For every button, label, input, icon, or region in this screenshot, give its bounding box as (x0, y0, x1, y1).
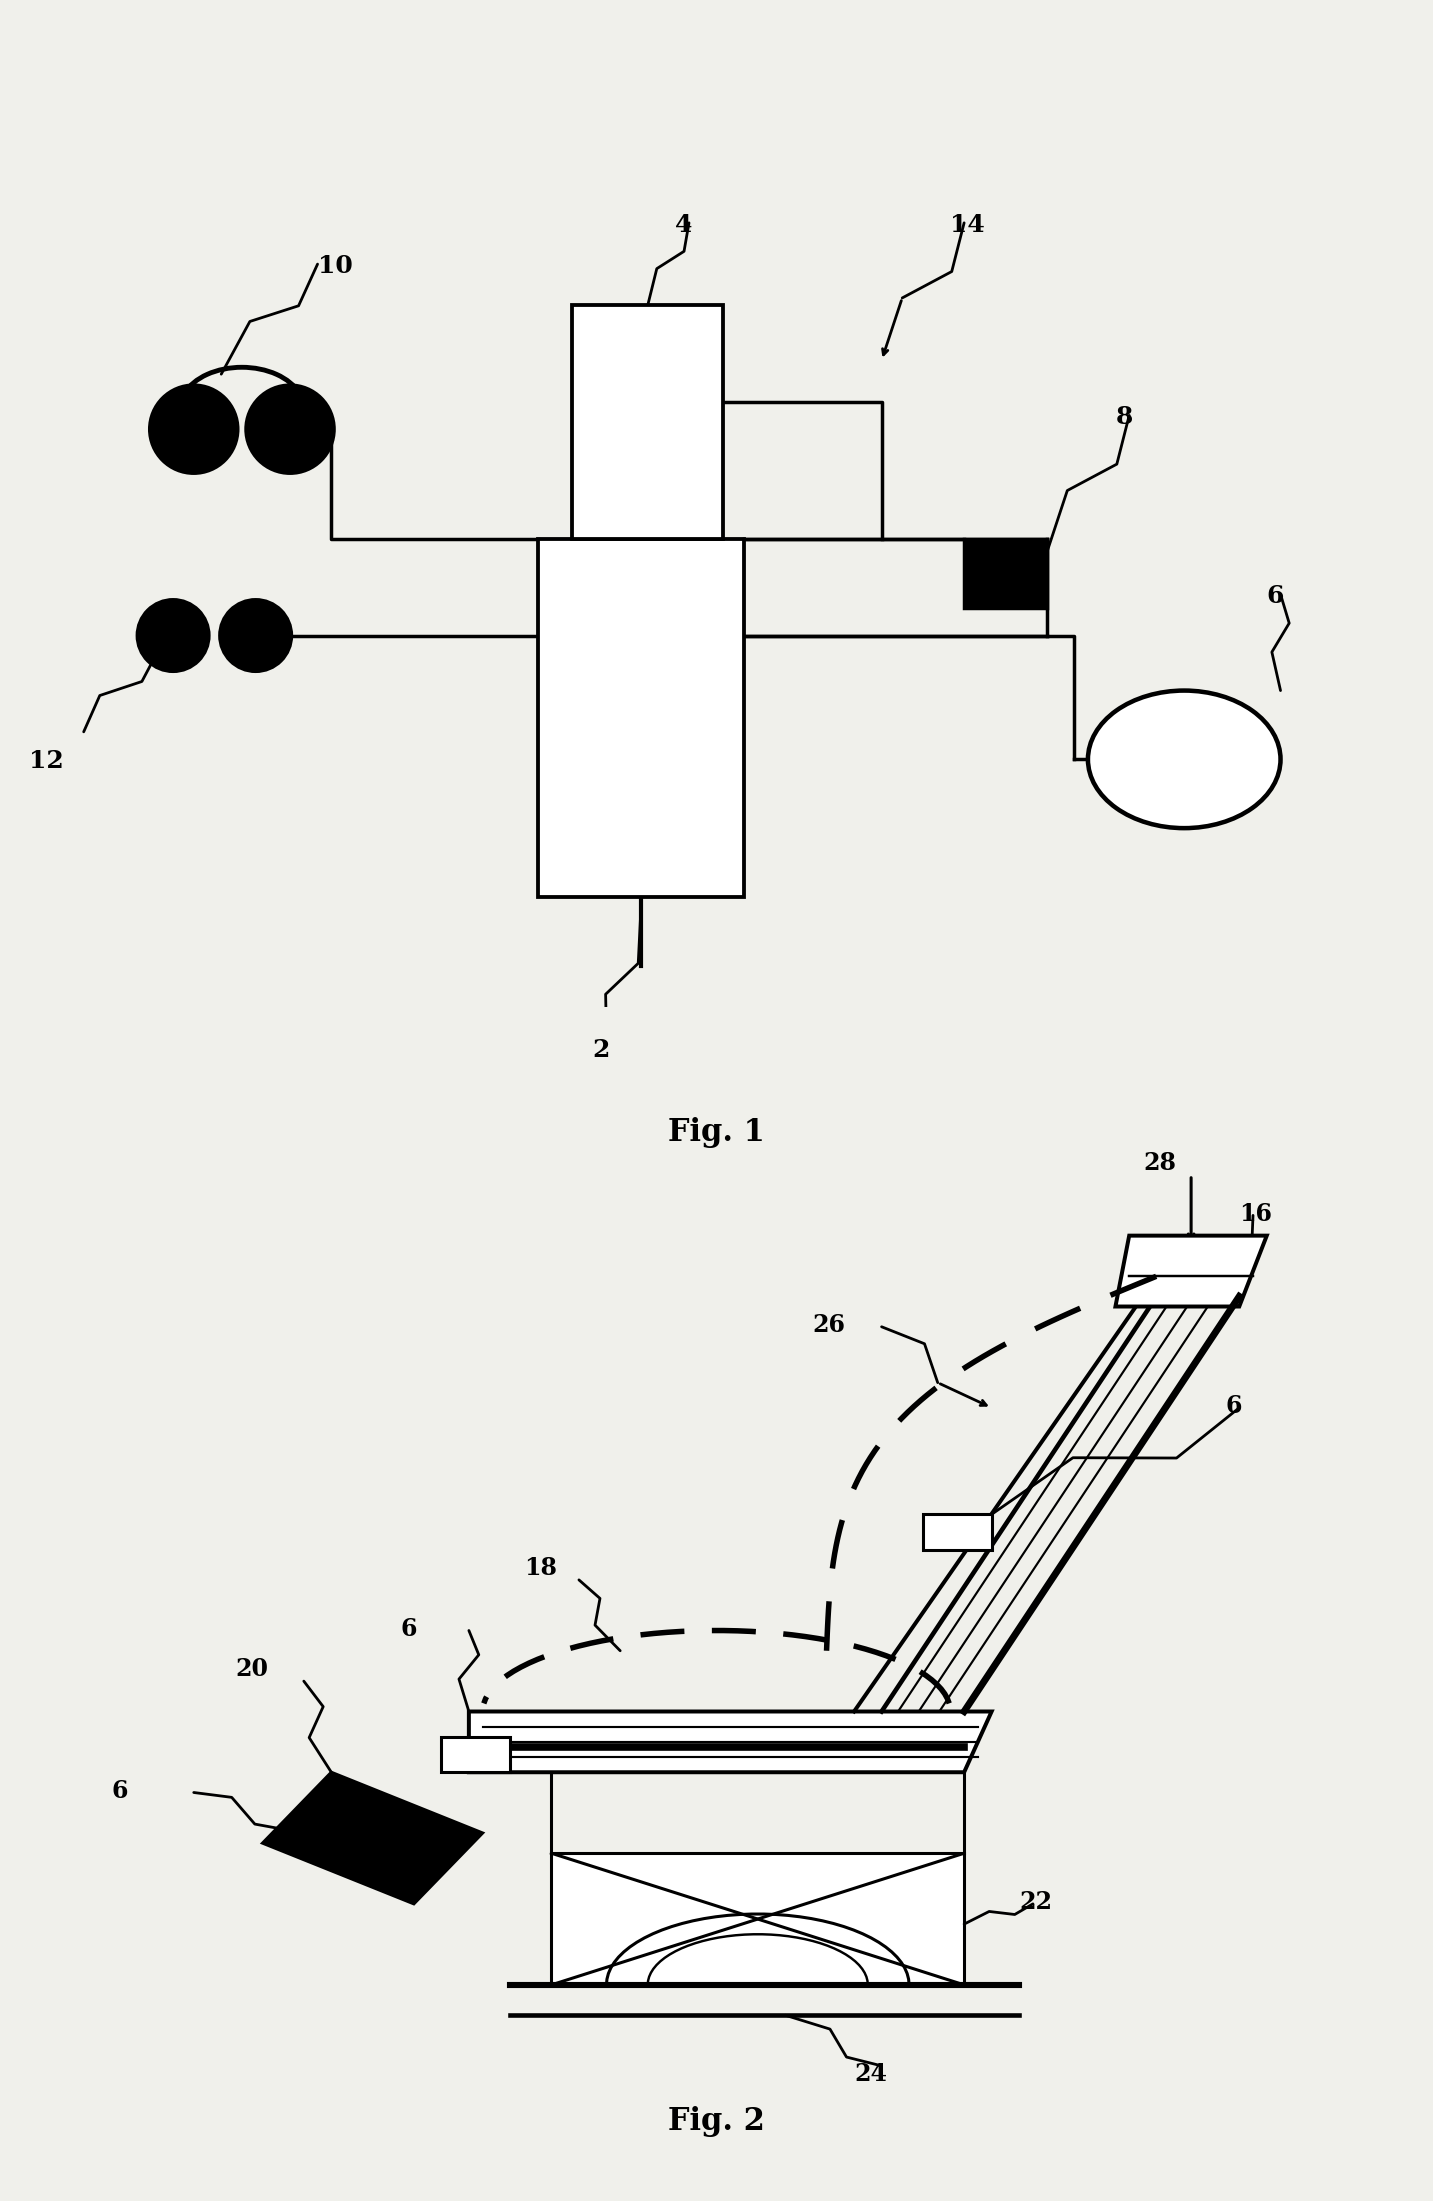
Bar (441, 1737, 510, 1772)
Bar (964, 539, 1046, 607)
Text: 8: 8 (1115, 405, 1134, 429)
Circle shape (246, 385, 334, 473)
Text: 22: 22 (1019, 1891, 1052, 1915)
Text: 6: 6 (1225, 1393, 1242, 1417)
Polygon shape (469, 1712, 992, 1772)
Text: 6: 6 (400, 1616, 417, 1640)
Text: 4: 4 (675, 213, 692, 236)
Text: 10: 10 (318, 253, 353, 277)
Circle shape (149, 385, 238, 473)
Text: Fig. 2: Fig. 2 (668, 2106, 765, 2137)
Text: 20: 20 (235, 1657, 268, 1682)
Text: 2: 2 (593, 1039, 610, 1063)
Text: 16: 16 (1240, 1202, 1273, 1226)
Bar (923, 1514, 992, 1550)
Text: 12: 12 (29, 748, 63, 773)
Polygon shape (1115, 1235, 1267, 1307)
Text: 14: 14 (950, 213, 984, 236)
Ellipse shape (1088, 691, 1281, 828)
Polygon shape (262, 1772, 483, 1904)
Text: 6: 6 (112, 1778, 128, 1803)
Text: 28: 28 (1144, 1151, 1176, 1175)
Text: 6: 6 (1267, 583, 1284, 607)
Text: Fig. 1: Fig. 1 (668, 1118, 765, 1149)
Bar (572, 306, 724, 539)
Text: 24: 24 (854, 2062, 887, 2087)
Bar (537, 539, 744, 898)
Polygon shape (552, 1853, 964, 1985)
Circle shape (138, 601, 209, 671)
Text: 18: 18 (524, 1556, 557, 1580)
Text: 26: 26 (813, 1312, 845, 1336)
Circle shape (219, 601, 291, 671)
